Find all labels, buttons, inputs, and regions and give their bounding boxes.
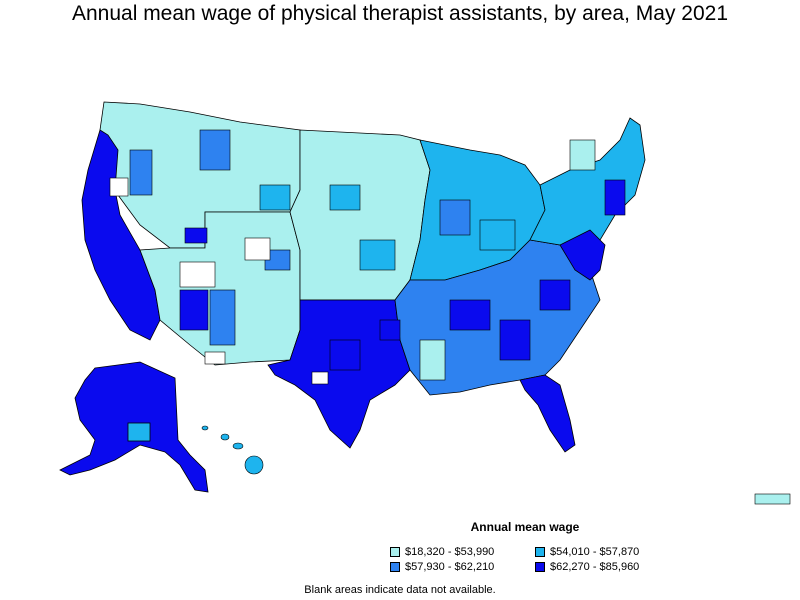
area-block — [439, 199, 471, 236]
legend-item: $62,270 - $85,960 — [535, 560, 639, 574]
area-block — [499, 319, 531, 361]
blank-area — [311, 371, 329, 385]
region-south — [394, 239, 601, 396]
legend-swatch — [390, 547, 400, 557]
region-pacific-coast — [81, 129, 161, 341]
area-block — [329, 184, 361, 211]
area-block — [539, 279, 571, 311]
area-block — [209, 289, 236, 346]
area-block — [379, 319, 401, 341]
legend-label: $18,320 - $53,990 — [405, 546, 495, 558]
blank-area — [244, 237, 271, 261]
blank-area — [179, 261, 216, 288]
region-mid-atlantic — [559, 229, 606, 281]
region-florida — [519, 374, 576, 453]
legend-item: $54,010 - $57,870 — [535, 545, 639, 559]
hawaii-island — [232, 442, 244, 450]
legend-label: $54,010 - $57,870 — [550, 546, 640, 558]
blank-area — [109, 177, 129, 197]
puerto-rico-shape — [754, 493, 791, 505]
hawaii-island — [244, 455, 264, 475]
area-block — [199, 129, 231, 171]
area-block — [419, 339, 446, 381]
area-block — [259, 184, 291, 211]
area-block — [569, 139, 596, 171]
legend-label: $57,930 - $62,210 — [405, 561, 495, 573]
legend-swatch — [535, 562, 545, 572]
area-block — [359, 239, 396, 271]
legend-title: Annual mean wage — [470, 520, 580, 534]
legend-label: $62,270 - $85,960 — [550, 561, 640, 573]
legend-swatch — [535, 547, 545, 557]
legend-item: $57,930 - $62,210 — [390, 560, 494, 574]
contiguous-us-base — [81, 101, 646, 453]
region-northeast — [529, 117, 646, 271]
metro-areas — [109, 129, 626, 385]
area-block — [129, 149, 153, 196]
area-block — [179, 289, 209, 331]
hawaii-island — [220, 433, 230, 441]
legend-item: $18,320 - $53,990 — [390, 545, 494, 559]
hawaii — [201, 425, 264, 475]
area-block — [604, 179, 626, 216]
region-great-plains — [289, 129, 431, 301]
blank-areas-note: Blank areas indicate data not available. — [304, 584, 496, 596]
area-block — [449, 299, 491, 331]
blank-area — [204, 351, 226, 365]
alaska — [59, 361, 209, 493]
legend-swatch — [390, 562, 400, 572]
area-block — [329, 339, 361, 371]
area-block — [479, 219, 516, 251]
hawaii-island — [201, 425, 209, 431]
map-title: Annual mean wage of physical therapist a… — [71, 2, 729, 25]
puerto-rico — [754, 493, 791, 505]
area-block — [184, 227, 208, 244]
area-block — [127, 422, 151, 442]
